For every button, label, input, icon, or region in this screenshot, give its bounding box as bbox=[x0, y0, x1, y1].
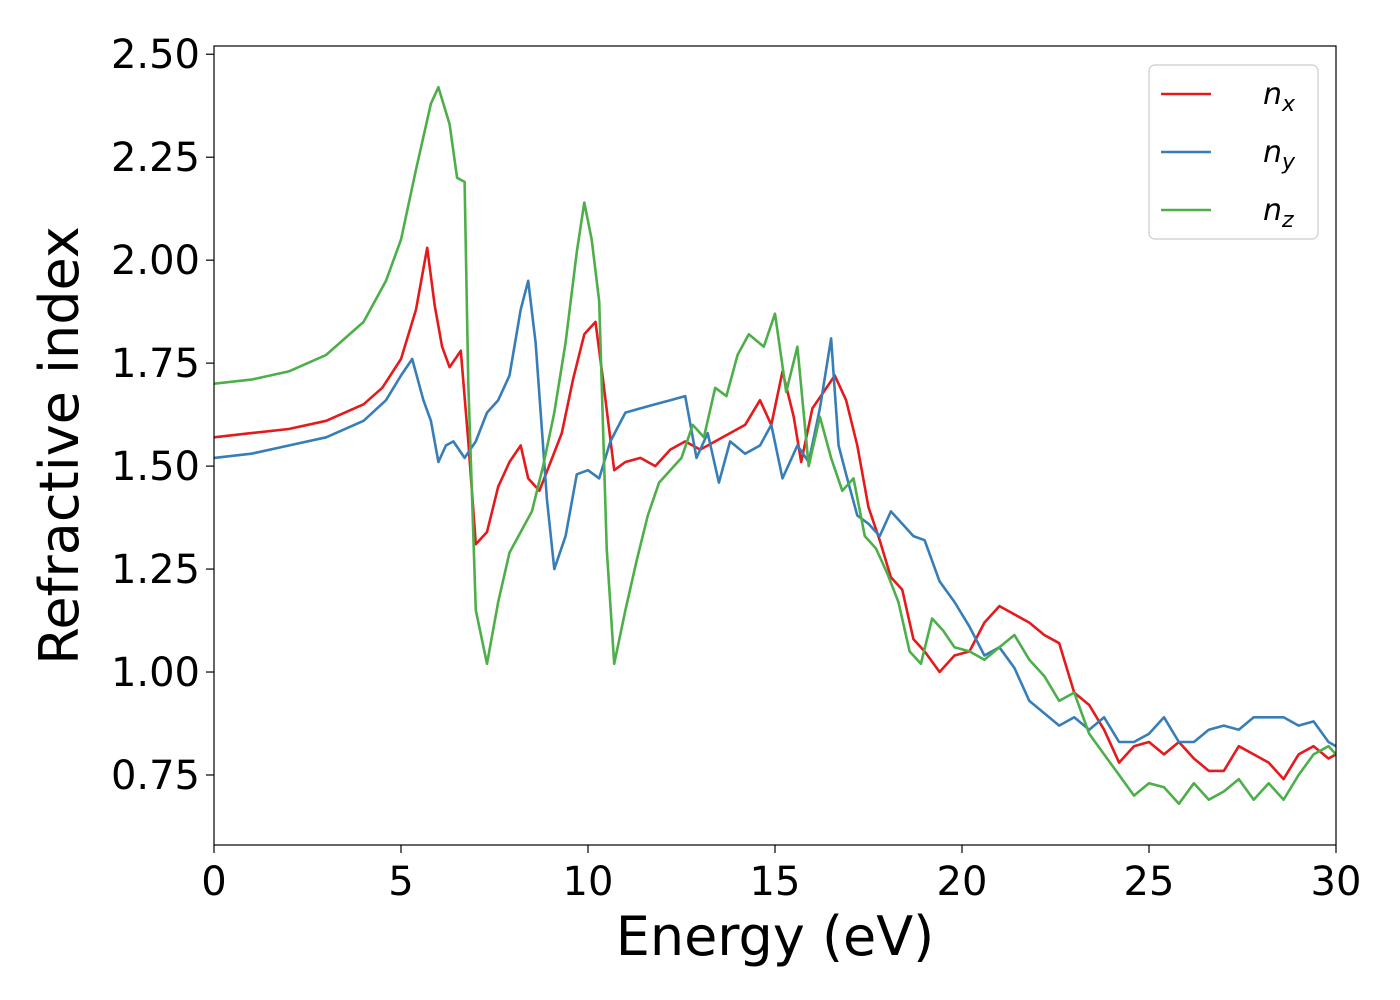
x-tick-label: 30 bbox=[1311, 859, 1362, 905]
x-tick-label: 0 bbox=[201, 859, 226, 905]
y-tick-label: 1.75 bbox=[111, 341, 200, 387]
y-tick-label: 2.50 bbox=[111, 32, 200, 78]
y-tick-label: 1.00 bbox=[111, 650, 200, 696]
x-axis-label: Energy (eV) bbox=[616, 905, 935, 968]
legend-label-base: n bbox=[1263, 77, 1282, 112]
y-tick-label: 2.00 bbox=[111, 238, 200, 284]
series-line-y bbox=[214, 279, 1336, 748]
legend-label-subscript: x bbox=[1281, 92, 1296, 117]
x-tick-label: 5 bbox=[388, 859, 413, 905]
y-tick-label: 1.25 bbox=[111, 547, 200, 593]
x-tick-label: 25 bbox=[1124, 859, 1175, 905]
series-line-x bbox=[214, 246, 1336, 781]
legend-label-subscript: y bbox=[1281, 150, 1296, 175]
legend-label-y: ny bbox=[1263, 135, 1296, 175]
legend-label-base: n bbox=[1263, 135, 1282, 170]
legend-label-z: nz bbox=[1263, 193, 1294, 233]
legend-label-subscript: z bbox=[1281, 208, 1294, 233]
plot-lines bbox=[214, 85, 1336, 806]
y-axis-label: Refractive index bbox=[28, 226, 91, 665]
legend-label-x: nx bbox=[1263, 77, 1296, 117]
legend-box bbox=[1148, 64, 1319, 240]
y-tick-label: 2.25 bbox=[111, 135, 200, 181]
x-axis-ticks: 0 5 10 15 20 25 30 bbox=[201, 845, 1361, 905]
y-axis-ticks: 0.75 1.00 1.25 1.50 1.75 2.00 2.25 2.50 bbox=[111, 32, 214, 799]
x-tick-label: 10 bbox=[563, 859, 614, 905]
x-tick-label: 15 bbox=[750, 859, 801, 905]
y-tick-label: 1.50 bbox=[111, 444, 200, 490]
y-tick-label: 0.75 bbox=[111, 753, 200, 799]
legend-label-base: n bbox=[1263, 193, 1282, 228]
series-line-z bbox=[214, 85, 1336, 806]
x-tick-label: 20 bbox=[937, 859, 988, 905]
